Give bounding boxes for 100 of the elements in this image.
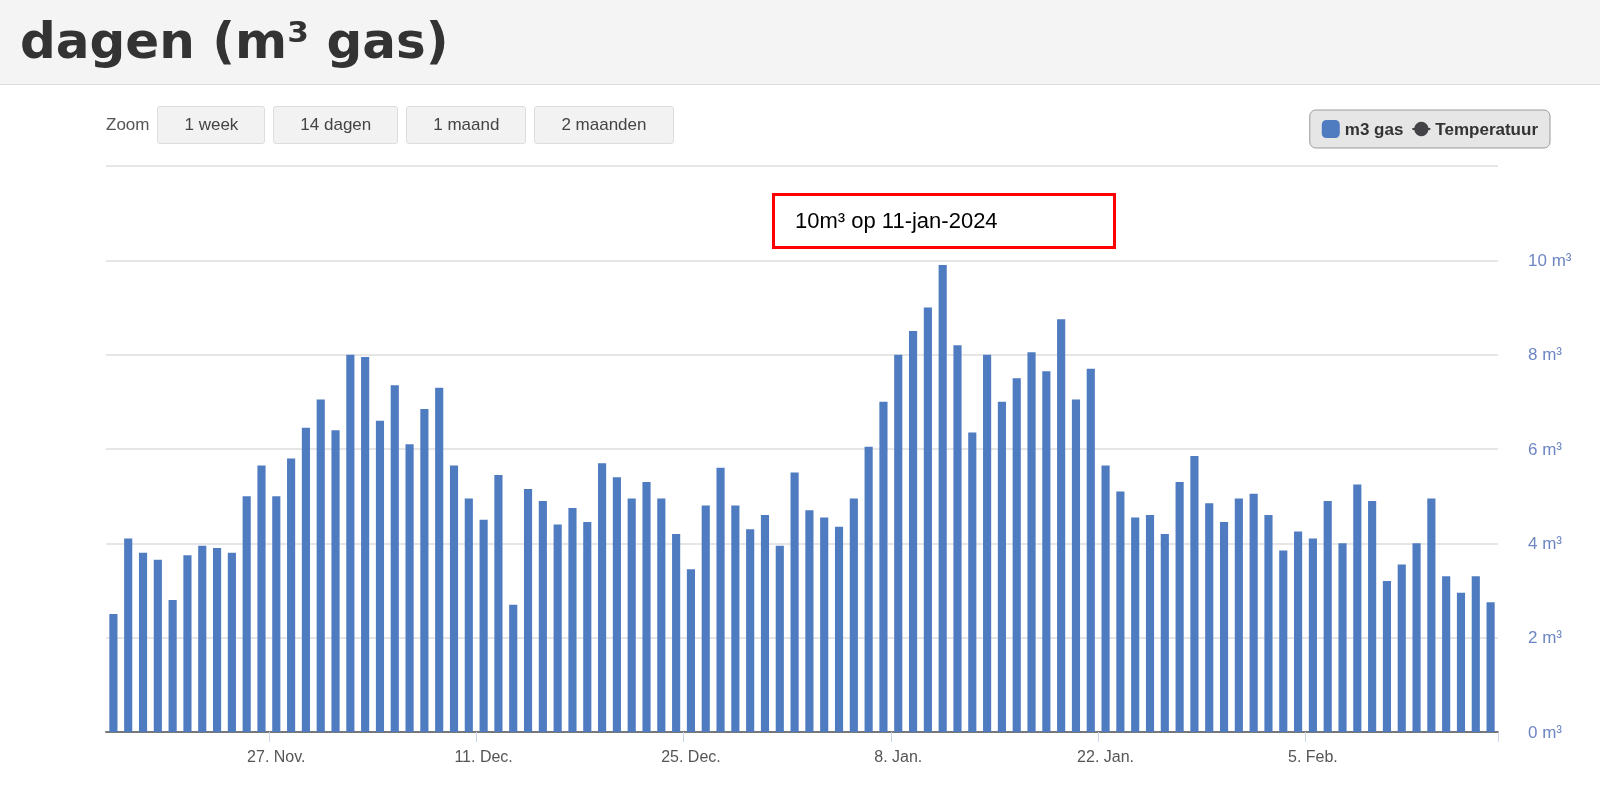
bar: [1427, 498, 1436, 732]
y-tick-label: 10 m³: [1528, 250, 1572, 270]
bar: [1353, 484, 1362, 732]
bar: [1323, 500, 1332, 732]
bar: [509, 604, 518, 732]
bar: [1249, 493, 1258, 732]
bar: [1397, 564, 1406, 732]
y-tick-label: 2 m³: [1528, 628, 1563, 648]
bar: [908, 331, 918, 732]
bar: [523, 489, 533, 732]
bar: [1338, 543, 1347, 732]
bar: [1471, 576, 1480, 732]
legend-label: Temperatuur: [1435, 119, 1539, 139]
y-tick-label: 8 m³: [1528, 345, 1563, 365]
bar: [672, 533, 681, 732]
bar: [1382, 581, 1392, 732]
bar: [879, 401, 888, 732]
bar: [1175, 482, 1184, 732]
bar: [686, 569, 696, 732]
zoom-button: 1 maand: [406, 106, 527, 144]
bar: [109, 614, 118, 732]
bar: [464, 498, 473, 732]
text: Zoom: [106, 115, 150, 135]
bar: [1442, 576, 1451, 732]
bar: [124, 538, 133, 732]
chart-title: dagen (m³ gas): [20, 12, 449, 70]
bar: [405, 444, 414, 732]
bar: [1308, 538, 1317, 732]
bar: [568, 507, 577, 732]
zoom-button: 1 week: [157, 106, 266, 144]
bar: [775, 545, 784, 732]
bar: [820, 517, 829, 732]
bar: [449, 465, 459, 732]
x-tick-label: 8. Jan.: [874, 747, 923, 765]
bar: [1294, 531, 1303, 732]
bar: [997, 401, 1006, 732]
bar: [420, 408, 429, 732]
bar: [1190, 456, 1199, 732]
bar: [375, 420, 385, 732]
bar: [1071, 399, 1081, 732]
x-tick-label: 22. Jan.: [1077, 747, 1135, 765]
bar: [331, 430, 340, 732]
bar: [849, 498, 858, 732]
bar: [538, 500, 547, 732]
bar: [657, 498, 666, 732]
bar: [138, 552, 148, 732]
bar: [346, 354, 355, 732]
bar: [1057, 319, 1066, 732]
zoom-button: 2 maanden: [534, 106, 674, 144]
bar: [938, 265, 947, 732]
bar: [198, 545, 207, 732]
bar: [1116, 491, 1125, 732]
bar: [1101, 465, 1110, 732]
bar: [390, 385, 399, 732]
bar: [716, 467, 725, 732]
bar: [953, 345, 962, 732]
bar: [1012, 378, 1021, 732]
bar: [316, 399, 325, 732]
bar: [1205, 503, 1214, 732]
bar: [834, 526, 844, 732]
bar: [805, 510, 814, 732]
y-tick-label: 6 m³: [1528, 439, 1563, 459]
bar: [746, 529, 755, 732]
x-tick-label: 27. Nov.: [247, 747, 306, 765]
bar: [627, 498, 636, 732]
bar: [731, 505, 740, 732]
bar: [1234, 498, 1243, 732]
bar: [1145, 515, 1155, 732]
y-tick-label: 4 m³: [1528, 533, 1563, 553]
bar: [1412, 543, 1421, 732]
bar: [612, 477, 621, 732]
bar: [983, 354, 992, 732]
callout-box: 10m³ op 11-jan-2024: [772, 193, 1116, 249]
bar: [272, 496, 281, 732]
bar: [479, 519, 488, 732]
bar: [1027, 352, 1036, 732]
bar: [583, 522, 592, 732]
bar: [227, 552, 236, 732]
bar: [642, 482, 651, 732]
bar: [1086, 368, 1095, 732]
bar: [864, 446, 873, 732]
bar: [1456, 592, 1466, 732]
zoom-button: 14 dagen: [273, 106, 399, 144]
bar: [894, 354, 903, 732]
bar: [701, 505, 710, 732]
y-tick-label: 0 m³: [1528, 722, 1563, 742]
bar: [1486, 602, 1495, 732]
bar: [242, 496, 251, 732]
bar: [760, 515, 770, 732]
bar: [287, 458, 296, 732]
bar: [435, 387, 444, 732]
bar: [1042, 371, 1051, 732]
bar: [553, 524, 562, 732]
bar: [257, 465, 266, 732]
bar: [1131, 517, 1140, 732]
bar: [361, 357, 370, 732]
bar: [598, 463, 607, 732]
bar: [1279, 550, 1288, 732]
bar: [212, 548, 222, 732]
x-tick-label: 25. Dec.: [661, 747, 721, 765]
